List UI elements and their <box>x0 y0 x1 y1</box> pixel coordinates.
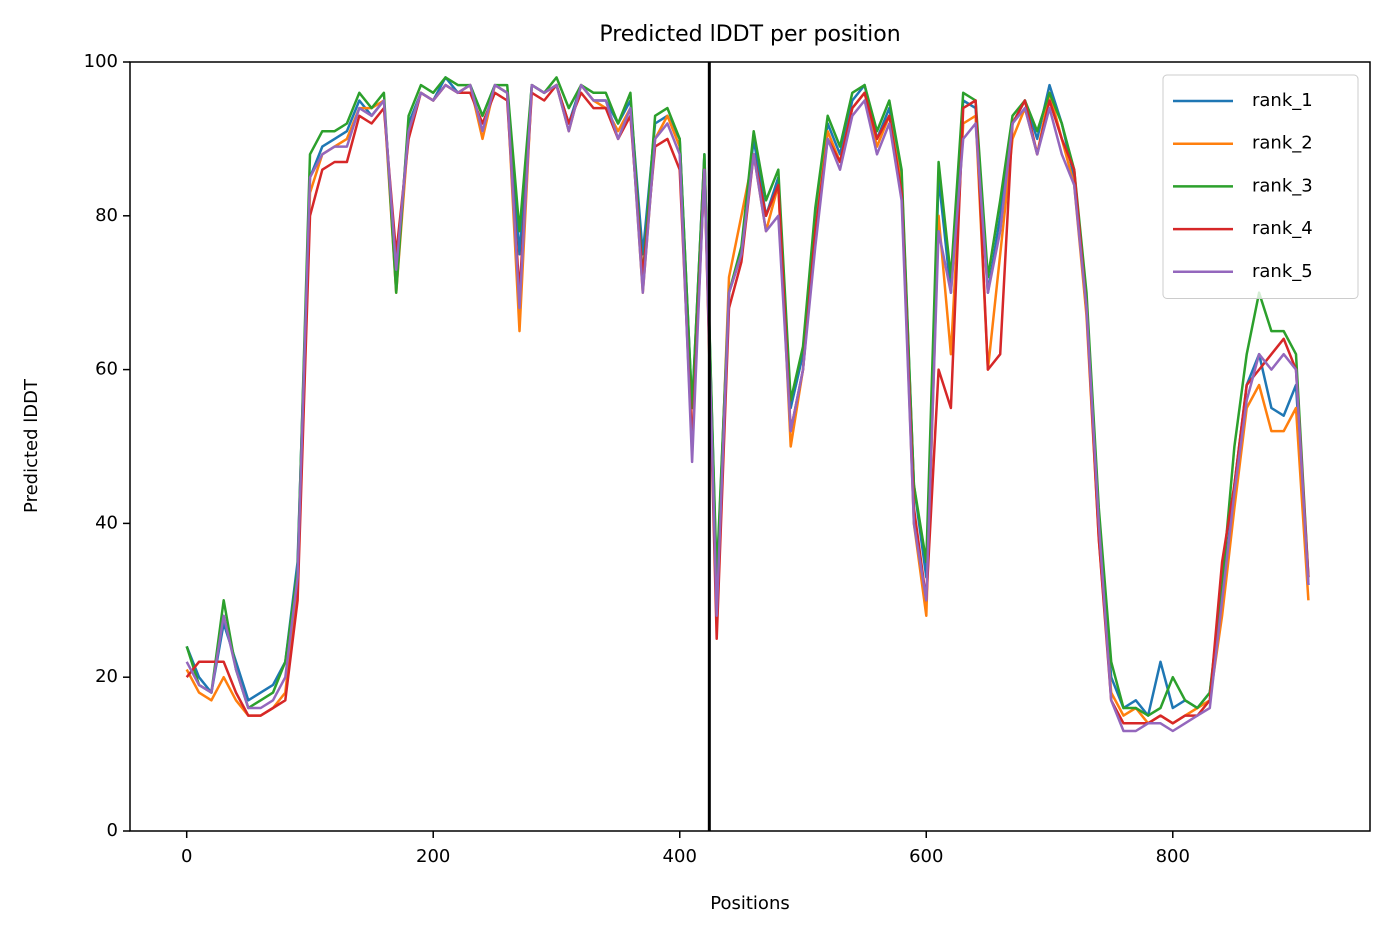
x-tick-label: 0 <box>181 846 192 867</box>
x-axis-label: Positions <box>710 893 789 914</box>
legend-label: rank_1 <box>1252 90 1313 111</box>
series-line <box>185 76 1310 717</box>
legend-label: rank_5 <box>1252 261 1313 282</box>
x-tick-label: 600 <box>909 846 943 867</box>
series-line <box>185 83 1310 733</box>
x-tick-label: 800 <box>1156 846 1190 867</box>
legend-label: rank_4 <box>1252 218 1313 239</box>
legend-box <box>1162 74 1359 299</box>
legend-label: rank_2 <box>1252 133 1313 154</box>
y-tick-label: 60 <box>95 359 118 380</box>
y-tick-label: 100 <box>84 51 118 72</box>
chart-title: Predicted lDDT per position <box>599 22 900 47</box>
series-line <box>185 76 1310 717</box>
axes-frame <box>129 61 1371 832</box>
y-axis-label: Predicted lDDT <box>21 378 42 513</box>
legend-label: rank_3 <box>1252 175 1313 196</box>
y-tick-label: 80 <box>95 205 118 226</box>
x-tick-label: 400 <box>663 846 697 867</box>
x-tick-label: 200 <box>416 846 450 867</box>
y-tick-label: 20 <box>95 666 118 687</box>
y-tick-label: 0 <box>107 820 118 841</box>
y-tick-label: 40 <box>95 512 118 533</box>
